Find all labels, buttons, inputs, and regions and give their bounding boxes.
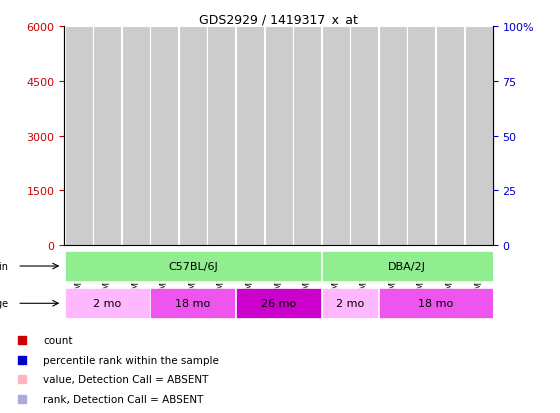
FancyBboxPatch shape [322,27,349,246]
Bar [151,289,235,318]
Bar [65,252,321,281]
Text: C57BL/6J: C57BL/6J [168,261,218,271]
FancyBboxPatch shape [122,27,150,246]
Text: percentile rank within the sample: percentile rank within the sample [44,355,220,365]
Text: strain: strain [0,261,9,271]
Bar [470,129,487,246]
FancyBboxPatch shape [265,27,292,246]
Bar [327,241,344,246]
Bar [270,243,287,246]
Bar [236,289,321,318]
Bar [156,244,173,246]
FancyBboxPatch shape [351,27,378,246]
Bar [384,244,402,246]
Bar [322,289,378,318]
Text: 2 mo: 2 mo [336,299,364,309]
FancyBboxPatch shape [465,27,492,246]
Bar [213,243,230,246]
Text: DBA/2J: DBA/2J [388,261,426,271]
Text: value, Detection Call = ABSENT: value, Detection Call = ABSENT [44,375,209,385]
FancyBboxPatch shape [94,27,121,246]
Bar [127,182,144,246]
Bar [70,244,87,246]
Bar [413,243,430,246]
FancyBboxPatch shape [179,27,207,246]
FancyBboxPatch shape [151,27,178,246]
FancyBboxPatch shape [379,27,407,246]
Bar [441,135,459,246]
Bar [99,243,116,246]
FancyBboxPatch shape [408,27,435,246]
FancyBboxPatch shape [208,27,235,246]
FancyBboxPatch shape [436,27,464,246]
Text: rank, Detection Call = ABSENT: rank, Detection Call = ABSENT [44,394,204,404]
Text: 26 mo: 26 mo [261,299,296,309]
Bar [241,244,259,246]
Text: count: count [44,335,73,345]
Title: GDS2929 / 1419317_x_at: GDS2929 / 1419317_x_at [199,13,358,26]
Bar [65,289,150,318]
FancyBboxPatch shape [65,27,92,246]
Text: 18 mo: 18 mo [418,299,453,309]
FancyBboxPatch shape [293,27,321,246]
Bar [298,114,316,246]
Bar [322,252,492,281]
Text: 18 mo: 18 mo [175,299,211,309]
Bar [379,289,492,318]
Bar [184,243,202,246]
Text: age: age [0,299,9,309]
Bar [356,237,373,246]
FancyBboxPatch shape [236,27,264,246]
Text: 2 mo: 2 mo [93,299,122,309]
